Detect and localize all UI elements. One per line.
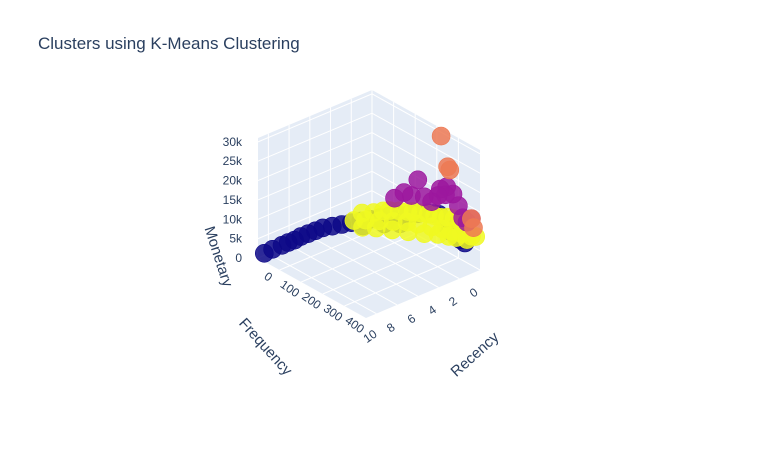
- grid-line: [268, 253, 377, 315]
- tick-label: 0: [262, 269, 276, 284]
- data-point[interactable]: [344, 211, 364, 230]
- chart-title: Clusters using K-Means Clustering: [38, 34, 300, 53]
- tick-label: 200: [299, 289, 324, 312]
- grid-line: [371, 132, 481, 194]
- tick-label: 300: [321, 301, 346, 324]
- data-point[interactable]: [462, 209, 481, 228]
- grid-line: [257, 151, 373, 201]
- tick-label: 30k: [223, 135, 243, 149]
- tick-label: 0: [235, 251, 242, 265]
- tick-label: 6: [405, 311, 419, 326]
- tick-label: 10k: [223, 212, 243, 226]
- tick-label: 0: [467, 285, 481, 300]
- tick-label: 20k: [223, 174, 243, 188]
- tick-label: 2: [446, 294, 460, 309]
- grid-line: [257, 132, 373, 182]
- tick-label: 15k: [223, 193, 243, 207]
- tick-label: 100: [278, 277, 303, 300]
- grid-line: [301, 233, 416, 283]
- grid-line: [322, 245, 437, 295]
- grid-line: [344, 257, 459, 307]
- grid-line: [257, 93, 373, 143]
- tick-label: 25k: [223, 154, 243, 168]
- tick-label: 8: [384, 320, 398, 335]
- y-axis-title: Frequency: [235, 315, 295, 379]
- data-point[interactable]: [408, 170, 428, 190]
- tick-label: 5k: [229, 232, 243, 246]
- grid-line: [288, 244, 398, 306]
- data-point[interactable]: [438, 157, 457, 177]
- data-points[interactable]: [254, 126, 486, 263]
- grid-line: [371, 112, 481, 174]
- tick-label: 4: [425, 302, 439, 317]
- grid-line: [257, 112, 373, 162]
- grid-line: [330, 227, 439, 288]
- x-axis-title: Recency: [448, 328, 503, 380]
- grid-line: [371, 93, 481, 155]
- grid-line: [257, 190, 373, 240]
- data-point[interactable]: [431, 126, 451, 146]
- data-point[interactable]: [385, 188, 404, 208]
- grid-line: [309, 235, 419, 297]
- data-point[interactable]: [254, 244, 274, 263]
- grid-line: [257, 170, 373, 220]
